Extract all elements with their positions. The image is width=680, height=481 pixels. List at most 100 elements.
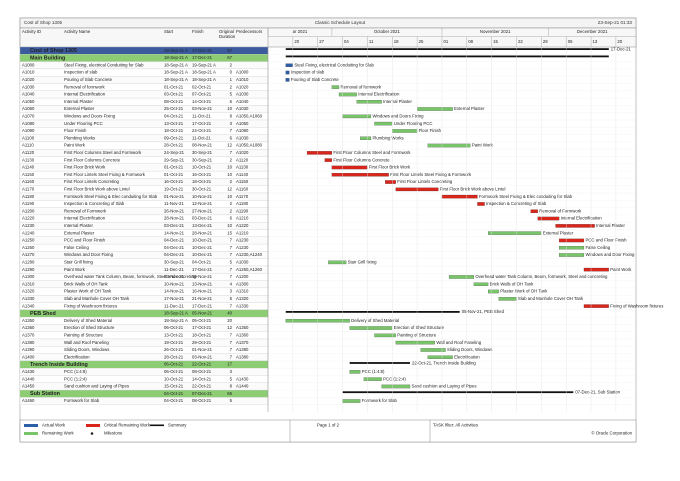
start: 14-Nov-21 (164, 289, 185, 294)
page-number: Page 1 of 2 (317, 423, 340, 428)
finish: 24-Oct-21 (192, 128, 212, 133)
activity-id: A1300 (22, 274, 35, 279)
predecessors: A1030 (236, 92, 249, 97)
bar-label: Brick Walls of OH Tank (490, 281, 535, 286)
activity-name: Cost of Shop 1305 (30, 48, 77, 54)
start: 25-Oct-21 (164, 106, 184, 111)
start: 18-Sep-21 A (164, 318, 188, 323)
finish: 13-Nov-21 (192, 281, 213, 286)
duration: 2 (230, 208, 233, 213)
start: 11-Nov-21 (164, 201, 184, 206)
activity-bar (385, 180, 396, 184)
copyright: © Oracle Corporation (591, 431, 632, 436)
bar-label: First Floor Brick Work above Lintel (440, 186, 506, 191)
duration: 7 (230, 332, 233, 337)
start: 13-Oct-21 (164, 332, 184, 337)
activity-id: A1030 (22, 84, 35, 89)
col-id: Activity ID (22, 29, 41, 34)
bar-label: Paint Work (610, 267, 632, 272)
activity-id: A1240 (22, 230, 35, 235)
activity-name: Brick Walls of OH Tank (64, 281, 109, 286)
week-label: 01 (443, 39, 448, 44)
start: 18-Sep-21 A (164, 70, 188, 75)
activity-id: A1430 (22, 369, 35, 374)
start: 10-Oct-21 (164, 376, 184, 381)
start: 19-Oct-21 (164, 186, 184, 191)
bar-label: Wall and Roof Paneling (436, 340, 481, 345)
duration: 8 (230, 113, 233, 118)
finish: 17-Dec-21 (192, 55, 213, 60)
week-label: 08 (468, 39, 473, 44)
finish: 11-Oct-21 (192, 113, 211, 118)
duration: 7 (230, 245, 233, 250)
activity-name: Trench Inside Building (30, 362, 88, 368)
activity-bar (363, 377, 382, 381)
activity-id: A1040 (22, 92, 35, 97)
activity-id: A1400 (22, 354, 35, 359)
duration: 67 (227, 55, 232, 60)
activity-bar (360, 136, 372, 141)
bar-label: Electrification (454, 354, 480, 359)
activity-id: A1000 (22, 62, 35, 67)
start: 14-Nov-21 (164, 230, 185, 235)
duration: 6 (230, 135, 233, 140)
bar-label: Plaster Work of OH Tank (500, 289, 548, 294)
predecessors: A1140 (236, 172, 249, 177)
duration: 7 (230, 238, 233, 243)
activity-name: Removal of Formwork (64, 208, 107, 213)
activity-name: Internal Electrification (64, 92, 106, 97)
predecessors: A1130 (236, 165, 249, 170)
week-label: 29 (543, 39, 548, 44)
filter: TASK filter: All Activities (433, 423, 478, 428)
start: 01-Oct-21 (164, 165, 184, 170)
predecessors: A1230,A1240 (236, 252, 263, 257)
activity-id: A1190 (22, 201, 35, 206)
bar-label: PCC (1:2:4) (383, 376, 406, 381)
start: 29-Sep-21 (164, 157, 185, 162)
activity-bar (555, 224, 595, 228)
activity-name: Painting of Structure (64, 332, 104, 337)
col-dur: Original (219, 29, 234, 34)
activity-name: First Floor Columns Concrete (64, 157, 121, 162)
bar-label: Fixing of Washroom fixtures (610, 303, 663, 308)
bar-label: Removal of formwork (341, 84, 382, 89)
duration: 7 (230, 340, 233, 345)
predecessors: A1430 (236, 376, 249, 381)
bar-label: Sand cushion and Laying of Pipes (412, 384, 477, 389)
predecessors: A1010 (236, 77, 249, 82)
finish: 17-Oct-21 (192, 121, 212, 126)
week-label: 20 (617, 39, 622, 44)
finish: 22-Oct-21 (192, 384, 212, 389)
start: 03-Dec-21 (164, 223, 185, 228)
legend-text: Remaining Work (42, 431, 75, 436)
activity-bar (306, 151, 332, 155)
bar-label: Overhead water Tank Column, Beam, formwo… (475, 274, 608, 279)
finish: 03-Nov-21 (192, 106, 213, 111)
predecessors: A1080 (236, 128, 249, 133)
activity-name: First Floor Lintels Steel Fixing & Formw… (64, 172, 146, 177)
activity-id: A1090 (22, 128, 35, 133)
activity-id: A1380 (22, 340, 35, 345)
bar-label: Internal Plaster (383, 99, 412, 104)
activity-bar (427, 355, 453, 360)
col-start: Start (164, 29, 174, 34)
week-label: 04 (344, 39, 349, 44)
start: 09-Oct-21 (164, 135, 184, 140)
bar-label: External Plaster (454, 106, 485, 111)
activity-name: Pouring of Slab Concrete (64, 77, 113, 82)
activity-name: First Floor Brick Work above Lintel (64, 186, 130, 191)
duration: 65 (227, 391, 232, 396)
bar-label: First Floor Columns Concrete (333, 157, 390, 162)
activity-id: A1460 (22, 398, 35, 403)
bar-label: Windows and Door Fixing (585, 252, 635, 257)
duration: 5 (230, 296, 233, 301)
finish: 18-Oct-21 (192, 332, 212, 337)
duration: 67 (227, 48, 232, 53)
predecessors: A1170 (236, 194, 249, 199)
activity-name: Windows and Doors Fixing (64, 113, 116, 118)
bar-label: Paint Work (472, 143, 494, 148)
activity-bar (349, 326, 393, 330)
activity-id: A1360 (22, 325, 35, 330)
activity-bar (349, 370, 361, 374)
duration: 7 (230, 303, 233, 308)
